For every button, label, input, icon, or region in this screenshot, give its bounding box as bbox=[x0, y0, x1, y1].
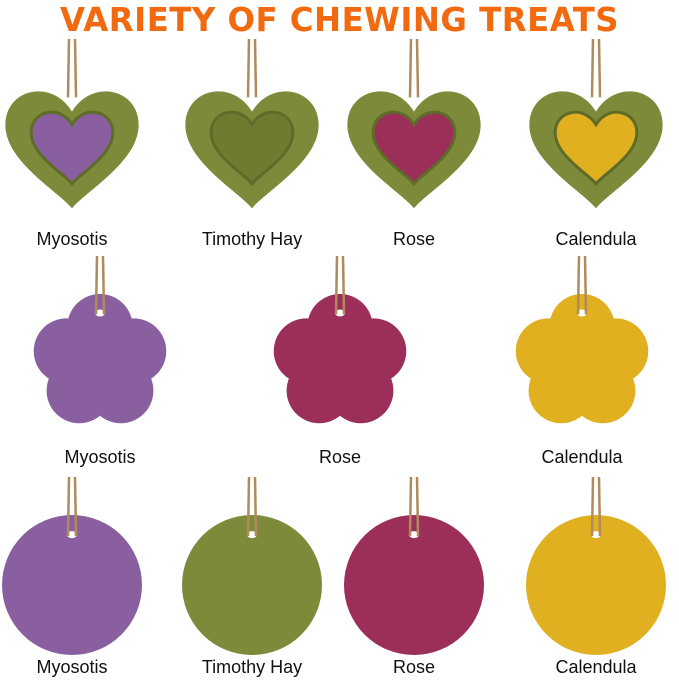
circle-shape bbox=[2, 515, 142, 655]
hanging-hole bbox=[67, 531, 77, 539]
heart-center bbox=[209, 110, 295, 187]
twine-loop bbox=[94, 255, 106, 315]
hanging-hole bbox=[335, 309, 345, 317]
hanging-hole bbox=[67, 92, 77, 100]
twine-loop bbox=[246, 38, 258, 98]
heart-treat-myosotis bbox=[5, 38, 139, 209]
twine-loop bbox=[334, 255, 346, 315]
treat-label: Timothy Hay bbox=[201, 657, 303, 677]
treat-label: Calendula bbox=[541, 447, 623, 467]
flower-treat-calendula bbox=[515, 255, 649, 424]
twine-loop bbox=[590, 476, 602, 537]
heart-center bbox=[553, 110, 639, 187]
circle-treat-calendula bbox=[526, 476, 666, 655]
treat-label: Myosotis bbox=[64, 447, 136, 467]
twine-loop bbox=[246, 476, 258, 537]
heart-treat-calendula bbox=[529, 38, 663, 209]
circle-treat-rose bbox=[344, 476, 484, 655]
hanging-hole bbox=[247, 92, 257, 100]
hanging-hole bbox=[591, 92, 601, 100]
circle-treat-myosotis bbox=[2, 476, 142, 655]
twine-loop bbox=[66, 476, 78, 537]
hanging-hole bbox=[409, 92, 419, 100]
heart-treat-timothy-hay bbox=[185, 38, 319, 209]
hanging-hole bbox=[95, 309, 105, 317]
circle-treat-timothy-hay bbox=[182, 476, 322, 655]
heart-treat-rose bbox=[347, 38, 481, 209]
hanging-hole bbox=[591, 531, 601, 539]
twine-loop bbox=[66, 38, 78, 98]
page-title: VARIETY OF CHEWING TREATS bbox=[59, 0, 620, 39]
twine-loop bbox=[576, 255, 588, 315]
treat-label: Calendula bbox=[555, 657, 637, 677]
treat-label: Myosotis bbox=[36, 229, 108, 249]
heart-center bbox=[29, 110, 115, 187]
treat-label: Rose bbox=[318, 447, 362, 467]
circle-shape bbox=[182, 515, 322, 655]
treat-label: Rose bbox=[392, 229, 436, 249]
flower-treat-rose bbox=[273, 255, 407, 424]
treat-label: Rose bbox=[392, 657, 436, 677]
hanging-hole bbox=[409, 531, 419, 539]
treat-label: Timothy Hay bbox=[201, 229, 303, 249]
heart-center bbox=[371, 110, 457, 187]
twine-loop bbox=[408, 38, 420, 98]
twine-loop bbox=[408, 476, 420, 537]
circle-shape bbox=[526, 515, 666, 655]
twine-loop bbox=[590, 38, 602, 98]
treat-label: Calendula bbox=[555, 229, 637, 249]
treat-label: Myosotis bbox=[36, 657, 108, 677]
hanging-hole bbox=[247, 531, 257, 539]
flower-treat-myosotis bbox=[33, 255, 167, 424]
hanging-hole bbox=[577, 309, 587, 317]
circle-shape bbox=[344, 515, 484, 655]
